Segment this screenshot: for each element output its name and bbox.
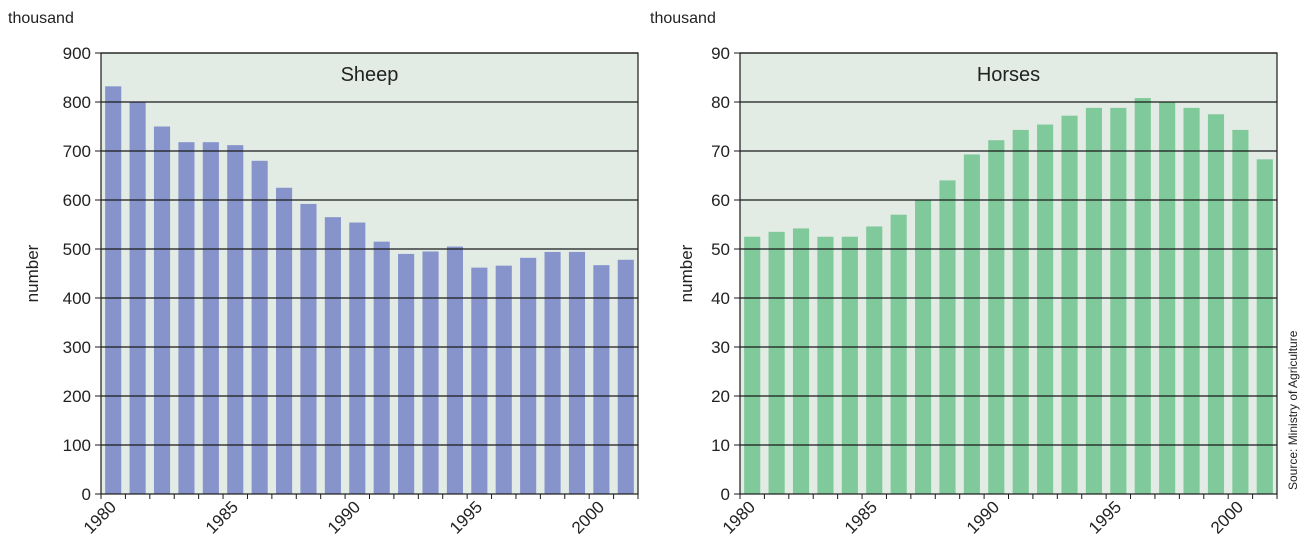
x-tick-label: 1985	[841, 497, 881, 537]
bar-1983	[178, 142, 195, 494]
bar-1998	[544, 251, 561, 494]
x-tick-label: 2000	[568, 497, 608, 537]
bar-1997	[520, 257, 537, 494]
source-note: Source: Ministry of Agriculture	[1286, 330, 1300, 490]
bar-1990	[349, 222, 366, 495]
y-tick-label: 500	[63, 240, 91, 259]
bar-1986	[251, 160, 268, 495]
y-tick-label: 0	[82, 485, 91, 504]
bar-1985	[866, 226, 883, 494]
bar-1994	[1085, 107, 1102, 494]
bar-2001	[617, 259, 634, 494]
chart-title: Horses	[977, 64, 1040, 86]
bar-1998	[1183, 107, 1200, 494]
bar-1996	[495, 265, 512, 494]
bar-2000	[1232, 129, 1249, 494]
y-tick-label: 70	[711, 142, 730, 161]
bar-1984	[202, 142, 219, 494]
x-tick-label: 1985	[202, 497, 242, 537]
bar-1984	[841, 236, 858, 494]
x-tick-label: 1990	[963, 497, 1003, 537]
y-tick-label: 50	[711, 240, 730, 259]
x-tick-label: 1990	[324, 497, 364, 537]
x-tick-label: 2000	[1207, 497, 1247, 537]
bar-1985	[227, 145, 244, 494]
y-tick-label: 20	[711, 387, 730, 406]
bar-1989	[324, 217, 341, 494]
bar-2000	[593, 265, 610, 494]
bar-1999	[568, 251, 586, 494]
bar-1987	[276, 187, 293, 494]
y-tick-label: 90	[711, 44, 730, 63]
bar-1992	[398, 253, 415, 494]
x-tick-label: 1995	[1085, 497, 1125, 537]
y-tick-label: 400	[63, 289, 91, 308]
bar-1988	[300, 203, 317, 495]
bar-2001	[1256, 159, 1273, 494]
bar-1992	[1037, 124, 1054, 494]
y-tick-label: 80	[711, 93, 730, 112]
bar-1982	[153, 126, 171, 494]
y-tick-label: 900	[63, 44, 91, 63]
bar-1989	[963, 154, 980, 494]
y-tick-label: 0	[721, 485, 730, 504]
y-tick-label: 700	[63, 142, 91, 161]
bar-1999	[1207, 114, 1225, 494]
y-tick-label: 300	[63, 338, 91, 357]
bar-1996	[1134, 98, 1151, 494]
bar-1982	[792, 228, 810, 495]
y-axis-label: number	[23, 244, 42, 302]
bar-1994	[446, 246, 463, 494]
bar-1988	[939, 180, 956, 494]
y-tick-label: 10	[711, 436, 730, 455]
y-tick-label: 60	[711, 191, 730, 210]
bar-1991	[1012, 129, 1029, 494]
y-tick-label: 200	[63, 387, 91, 406]
unit-label: thousand	[8, 10, 74, 27]
bar-1993	[1061, 115, 1078, 494]
y-tick-label: 600	[63, 191, 91, 210]
chart-title: Sheep	[341, 64, 399, 86]
y-tick-label: 30	[711, 338, 730, 357]
bar-1991	[373, 241, 390, 494]
bar-1990	[988, 140, 1005, 494]
bar-1981	[768, 231, 785, 494]
y-tick-label: 800	[63, 93, 91, 112]
x-tick-label: 1995	[446, 497, 486, 537]
y-tick-label: 100	[63, 436, 91, 455]
bar-1983	[817, 236, 834, 494]
y-tick-label: 40	[711, 289, 730, 308]
bar-1995	[471, 267, 488, 494]
bar-1993	[422, 251, 439, 494]
unit-label: thousand	[650, 10, 716, 27]
y-axis-label: number	[677, 244, 696, 302]
bar-1995	[1110, 107, 1127, 494]
bar-1980	[105, 86, 122, 494]
bar-1980	[744, 236, 761, 494]
bar-1986	[890, 214, 907, 494]
